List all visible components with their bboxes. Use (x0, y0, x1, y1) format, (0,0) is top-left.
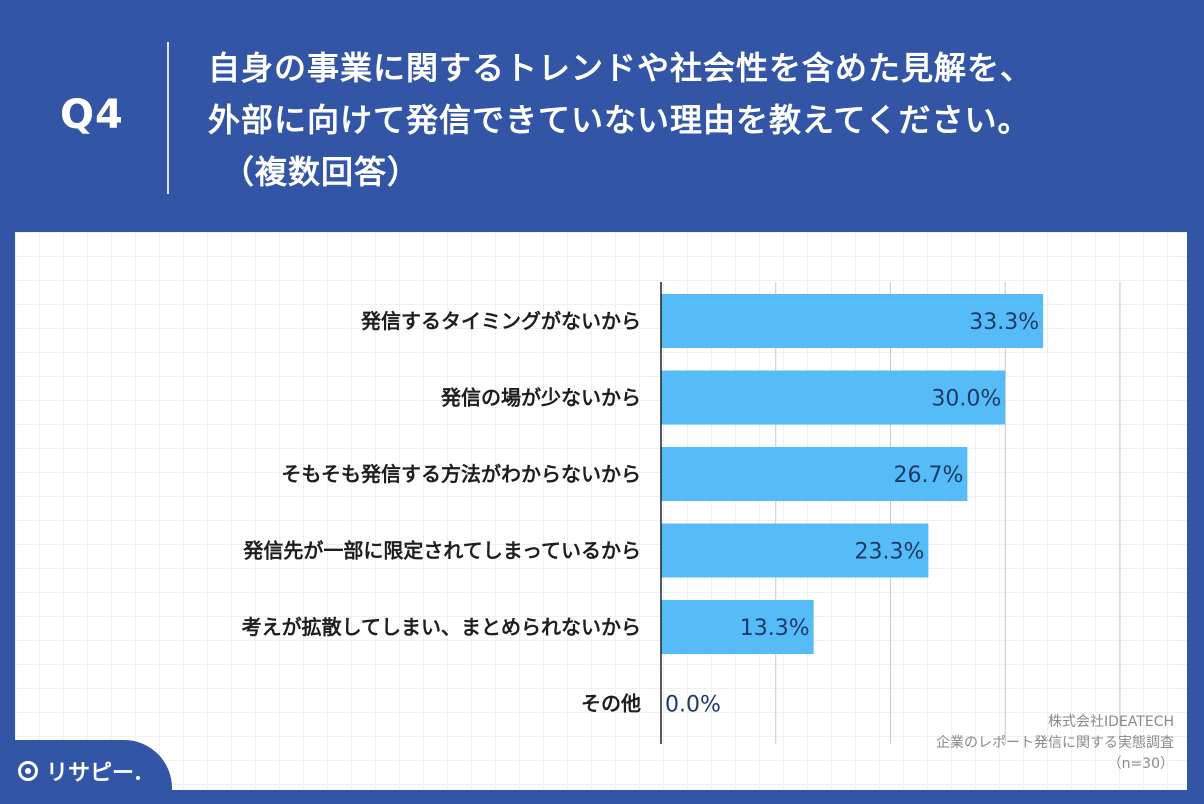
category-label: 発信先が一部に限定されてしまっているから (242, 539, 641, 563)
question-text: 自身の事業に関するトレンドや社会性を含めた見解を、 外部に向けて発信できていない… (208, 42, 1168, 198)
logo-text: リサピー (46, 761, 135, 786)
value-label: 13.3% (740, 616, 810, 641)
category-label: その他 (581, 692, 641, 716)
value-label: 0.0% (665, 693, 721, 718)
value-label: 30.0% (931, 387, 1001, 412)
header: Q4 自身の事業に関するトレンドや社会性を含めた見解を、 外部に向けて発信できて… (0, 0, 1204, 232)
header-divider (167, 42, 169, 194)
category-label: そもそも発信する方法がわからないから (281, 462, 641, 486)
source-company: 株式会社IDEATECH (1048, 714, 1174, 730)
question-line-2: 外部に向けて発信できていない理由を教えてください。 (208, 101, 1031, 139)
value-label: 33.3% (969, 310, 1039, 335)
bar (661, 600, 814, 654)
brand-logo: リサピー (18, 755, 141, 787)
bar (661, 447, 968, 501)
logo-dot-icon (136, 776, 141, 780)
category-label: 考えが拡散してしまい、まとめられないから (242, 615, 641, 639)
bar (661, 523, 929, 578)
source-sample-size: （n=30） (1107, 756, 1174, 772)
bar (661, 294, 1044, 348)
question-line-1: 自身の事業に関するトレンドや社会性を含めた見解を、 (208, 49, 1034, 87)
source-survey: 企業のレポート発信に関する実態調査 (936, 735, 1174, 751)
question-line-3: （複数回答） (222, 153, 421, 191)
category-label: 発信するタイミングがないから (360, 309, 641, 333)
value-label: 26.7% (893, 463, 963, 488)
source-note: 株式会社IDEATECH 企業のレポート発信に関する実態調査 （n=30） (936, 712, 1174, 775)
category-label: 発信の場が少ないから (440, 386, 641, 410)
question-number: Q4 (60, 92, 124, 138)
pin-icon (18, 761, 38, 781)
bar (661, 370, 1006, 425)
value-label: 23.3% (854, 540, 924, 565)
